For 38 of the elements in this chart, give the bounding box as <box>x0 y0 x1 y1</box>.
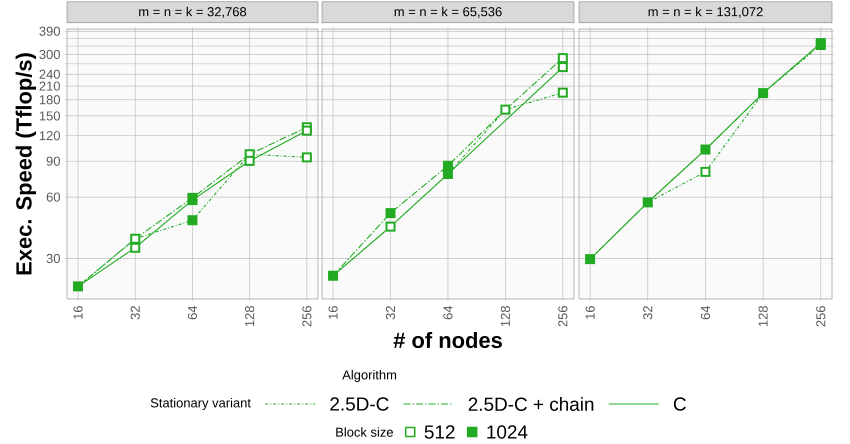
y-tick-label: 30 <box>46 254 60 264</box>
x-tick-label: 64 <box>188 306 198 320</box>
x-tick-label: 128 <box>500 306 510 326</box>
legend-title: Stationary variant <box>150 398 251 410</box>
x-tick-label: 16 <box>328 306 338 319</box>
legend-label: 1024 <box>487 425 528 439</box>
legend-label: C <box>674 397 686 411</box>
y-tick-label: 150 <box>40 111 60 120</box>
y-tick-label: 240 <box>40 70 60 79</box>
x-tick-label: 256 <box>816 306 826 326</box>
y-tick-label: 120 <box>40 131 60 140</box>
y-tick-label: 60 <box>46 192 60 202</box>
y-tick-label: 300 <box>39 50 60 60</box>
y-tick-label: 210 <box>40 82 60 91</box>
legend-label: 512 <box>424 425 455 439</box>
chart-title: m = n = k = 32,768 <box>139 6 246 18</box>
legend-label: 2.5D-C + chain <box>468 397 594 411</box>
x-tick-label: 128 <box>758 306 768 326</box>
x-tick-label: 32 <box>130 306 140 320</box>
y-tick-label: 390 <box>39 26 60 36</box>
y-axis-title: Exec. Speed (Tflop/s) <box>16 53 36 274</box>
chart-title: m = n = k = 65,536 <box>394 6 502 18</box>
text: Algorithm <box>342 370 396 382</box>
x-tick-label: 32 <box>643 306 652 320</box>
chart-title: m = n = k = 131,072 <box>648 6 763 18</box>
x-tick-label: 128 <box>245 306 254 326</box>
x-tick-label: 32 <box>386 306 396 320</box>
x-axis-title: # of nodes <box>394 332 502 348</box>
x-tick-label: 16 <box>586 306 595 319</box>
x-tick-label: 256 <box>302 306 312 326</box>
text: Block size <box>336 427 393 437</box>
legend-label: 2.5D-C <box>330 397 389 411</box>
y-tick-label: 90 <box>46 156 60 166</box>
y-tick-label: 180 <box>40 95 60 104</box>
x-tick-label: 64 <box>443 306 453 320</box>
x-tick-label: 16 <box>73 306 83 319</box>
x-tick-label: 64 <box>700 306 710 320</box>
x-tick-label: 256 <box>558 306 568 326</box>
